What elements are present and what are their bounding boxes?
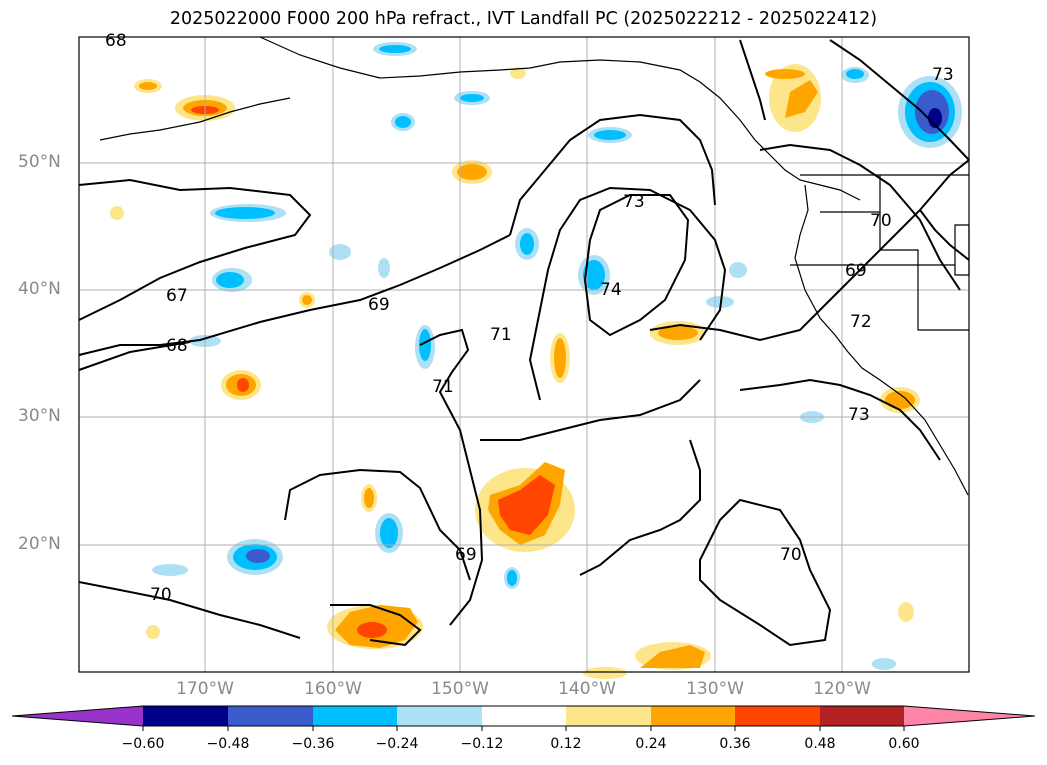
- map-frame: [78, 36, 970, 673]
- contour-label: 70: [870, 211, 892, 231]
- colorbar-tick-label: 0.60: [888, 736, 920, 752]
- contour-label: 69: [845, 261, 867, 281]
- lat-label-50n: 50°N: [18, 152, 61, 172]
- contour-label: 69: [368, 295, 390, 315]
- lat-label-40n: 40°N: [18, 279, 61, 299]
- colorbar-extend-right: [904, 706, 1035, 726]
- contour-label: 73: [623, 192, 645, 212]
- colorbar-tick-label: −0.48: [206, 736, 250, 752]
- contour-label: 68: [166, 336, 188, 356]
- lat-label-30n: 30°N: [18, 406, 61, 426]
- contour-label: 70: [780, 545, 802, 565]
- contour-label: 67: [166, 286, 188, 306]
- contour-label: 68: [105, 31, 127, 51]
- lon-label-140w: 140°W: [558, 679, 616, 699]
- contour-labels: 68 73 67 69 68 71 71 73 74 70 69 72 73 6…: [105, 31, 954, 605]
- lat-label-20n: 20°N: [18, 534, 61, 554]
- lon-label-130w: 130°W: [686, 679, 744, 699]
- contour-label: 73: [932, 65, 954, 85]
- colorbar-tick-label: −0.36: [291, 736, 335, 752]
- colorbar-tick-label: 0.12: [550, 736, 582, 752]
- lon-label-160w: 160°W: [304, 679, 362, 699]
- colorbar-tick-label: −0.60: [121, 736, 165, 752]
- contour-lines: [78, 39, 970, 647]
- colorbar-tick-label: 0.48: [804, 736, 836, 752]
- map-title: 2025022000 F000 200 hPa refract., IVT La…: [169, 9, 878, 29]
- colorbar: [11, 705, 1036, 731]
- contour-label: 71: [432, 377, 454, 397]
- colorbar-extend-left: [12, 706, 143, 726]
- lon-label-150w: 150°W: [431, 679, 489, 699]
- colorbar-tick-label: 0.24: [635, 736, 667, 752]
- gridlines: [79, 37, 969, 672]
- contour-label: 73: [848, 405, 870, 425]
- colorbar-tick-label: 0.36: [719, 736, 751, 752]
- coastlines: [99, 36, 970, 496]
- shading-layer: [110, 42, 962, 679]
- colorbar-tick-label: −0.12: [460, 736, 504, 752]
- contour-label: 69: [455, 545, 477, 565]
- lon-label-170w: 170°W: [176, 679, 234, 699]
- lon-label-120w: 120°W: [813, 679, 871, 699]
- contour-label: 74: [600, 280, 622, 300]
- contour-label: 70: [150, 585, 172, 605]
- colorbar-tick-label: −0.24: [375, 736, 419, 752]
- contour-label: 72: [850, 312, 872, 332]
- contour-label: 71: [490, 325, 512, 345]
